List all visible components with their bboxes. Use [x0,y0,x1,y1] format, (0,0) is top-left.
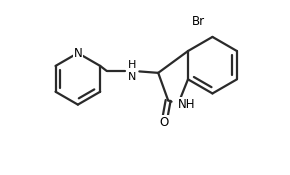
Text: NH: NH [178,98,195,111]
Text: O: O [160,116,169,129]
Text: N: N [73,47,82,60]
Text: H
N: H N [128,60,137,82]
Text: Br: Br [192,15,205,27]
